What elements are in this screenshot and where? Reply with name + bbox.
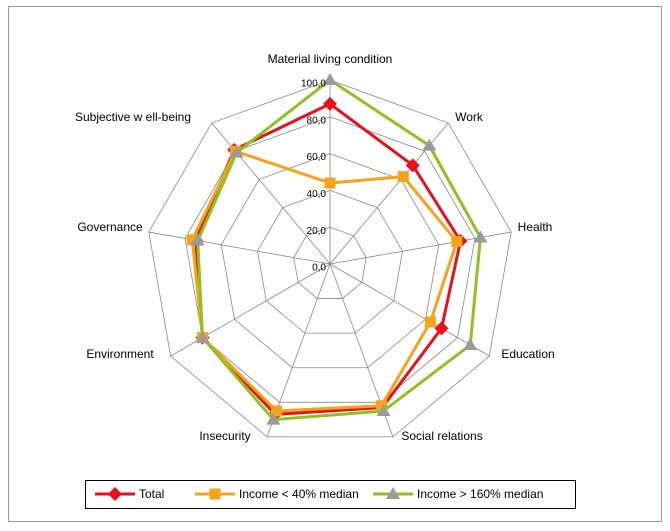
marker <box>463 337 478 350</box>
marker <box>266 412 281 425</box>
axis-label: Subjective w ell-being <box>75 110 191 124</box>
plot <box>186 73 488 425</box>
marker <box>422 138 437 151</box>
marker <box>405 158 420 173</box>
marker <box>186 234 198 246</box>
y-tick-label: 100,0 <box>301 79 326 90</box>
marker <box>323 96 337 111</box>
y-tick-label: 0,0 <box>312 263 326 274</box>
series-line <box>196 78 482 422</box>
grid-ring <box>257 189 403 334</box>
spoke <box>148 231 331 265</box>
marker <box>324 177 336 189</box>
marker <box>376 403 391 416</box>
axis-label: Social relations <box>401 429 482 443</box>
axis-label: Insecurity <box>199 429 250 443</box>
grid-ring <box>184 116 476 403</box>
marker <box>271 405 283 417</box>
marker <box>473 230 488 243</box>
legend-box <box>85 480 576 509</box>
marker <box>229 145 244 158</box>
legend-label: Income < 40% median <box>239 487 359 501</box>
axis-label: Environment <box>86 347 154 361</box>
grid-ring <box>220 153 440 369</box>
y-tick-label: 20,0 <box>307 226 327 237</box>
marker <box>397 171 409 183</box>
marker <box>424 316 436 328</box>
marker <box>108 487 122 501</box>
grid-ring <box>148 79 512 438</box>
series-line <box>190 149 459 413</box>
axis-label: Governance <box>77 220 143 234</box>
y-tick-label: 40,0 <box>307 189 327 200</box>
marker <box>434 321 449 336</box>
legend-label: Total <box>139 487 164 501</box>
marker <box>451 236 463 248</box>
grid-ring <box>293 226 367 299</box>
axis-label: Health <box>518 220 553 234</box>
y-tick-label: 80,0 <box>307 115 327 126</box>
y-tick-label: 60,0 <box>307 152 327 163</box>
marker <box>209 488 221 500</box>
spoke <box>329 263 490 357</box>
marker <box>190 233 205 246</box>
axis-label: Material living condition <box>268 52 393 66</box>
axis-label: Work <box>455 110 484 124</box>
chart-border <box>8 6 662 522</box>
marker <box>376 400 388 412</box>
marker <box>323 73 337 85</box>
legend-label: Income > 160% median <box>417 487 543 501</box>
axis-label: Education <box>501 347 554 361</box>
marker <box>195 330 210 343</box>
marker <box>386 487 400 499</box>
